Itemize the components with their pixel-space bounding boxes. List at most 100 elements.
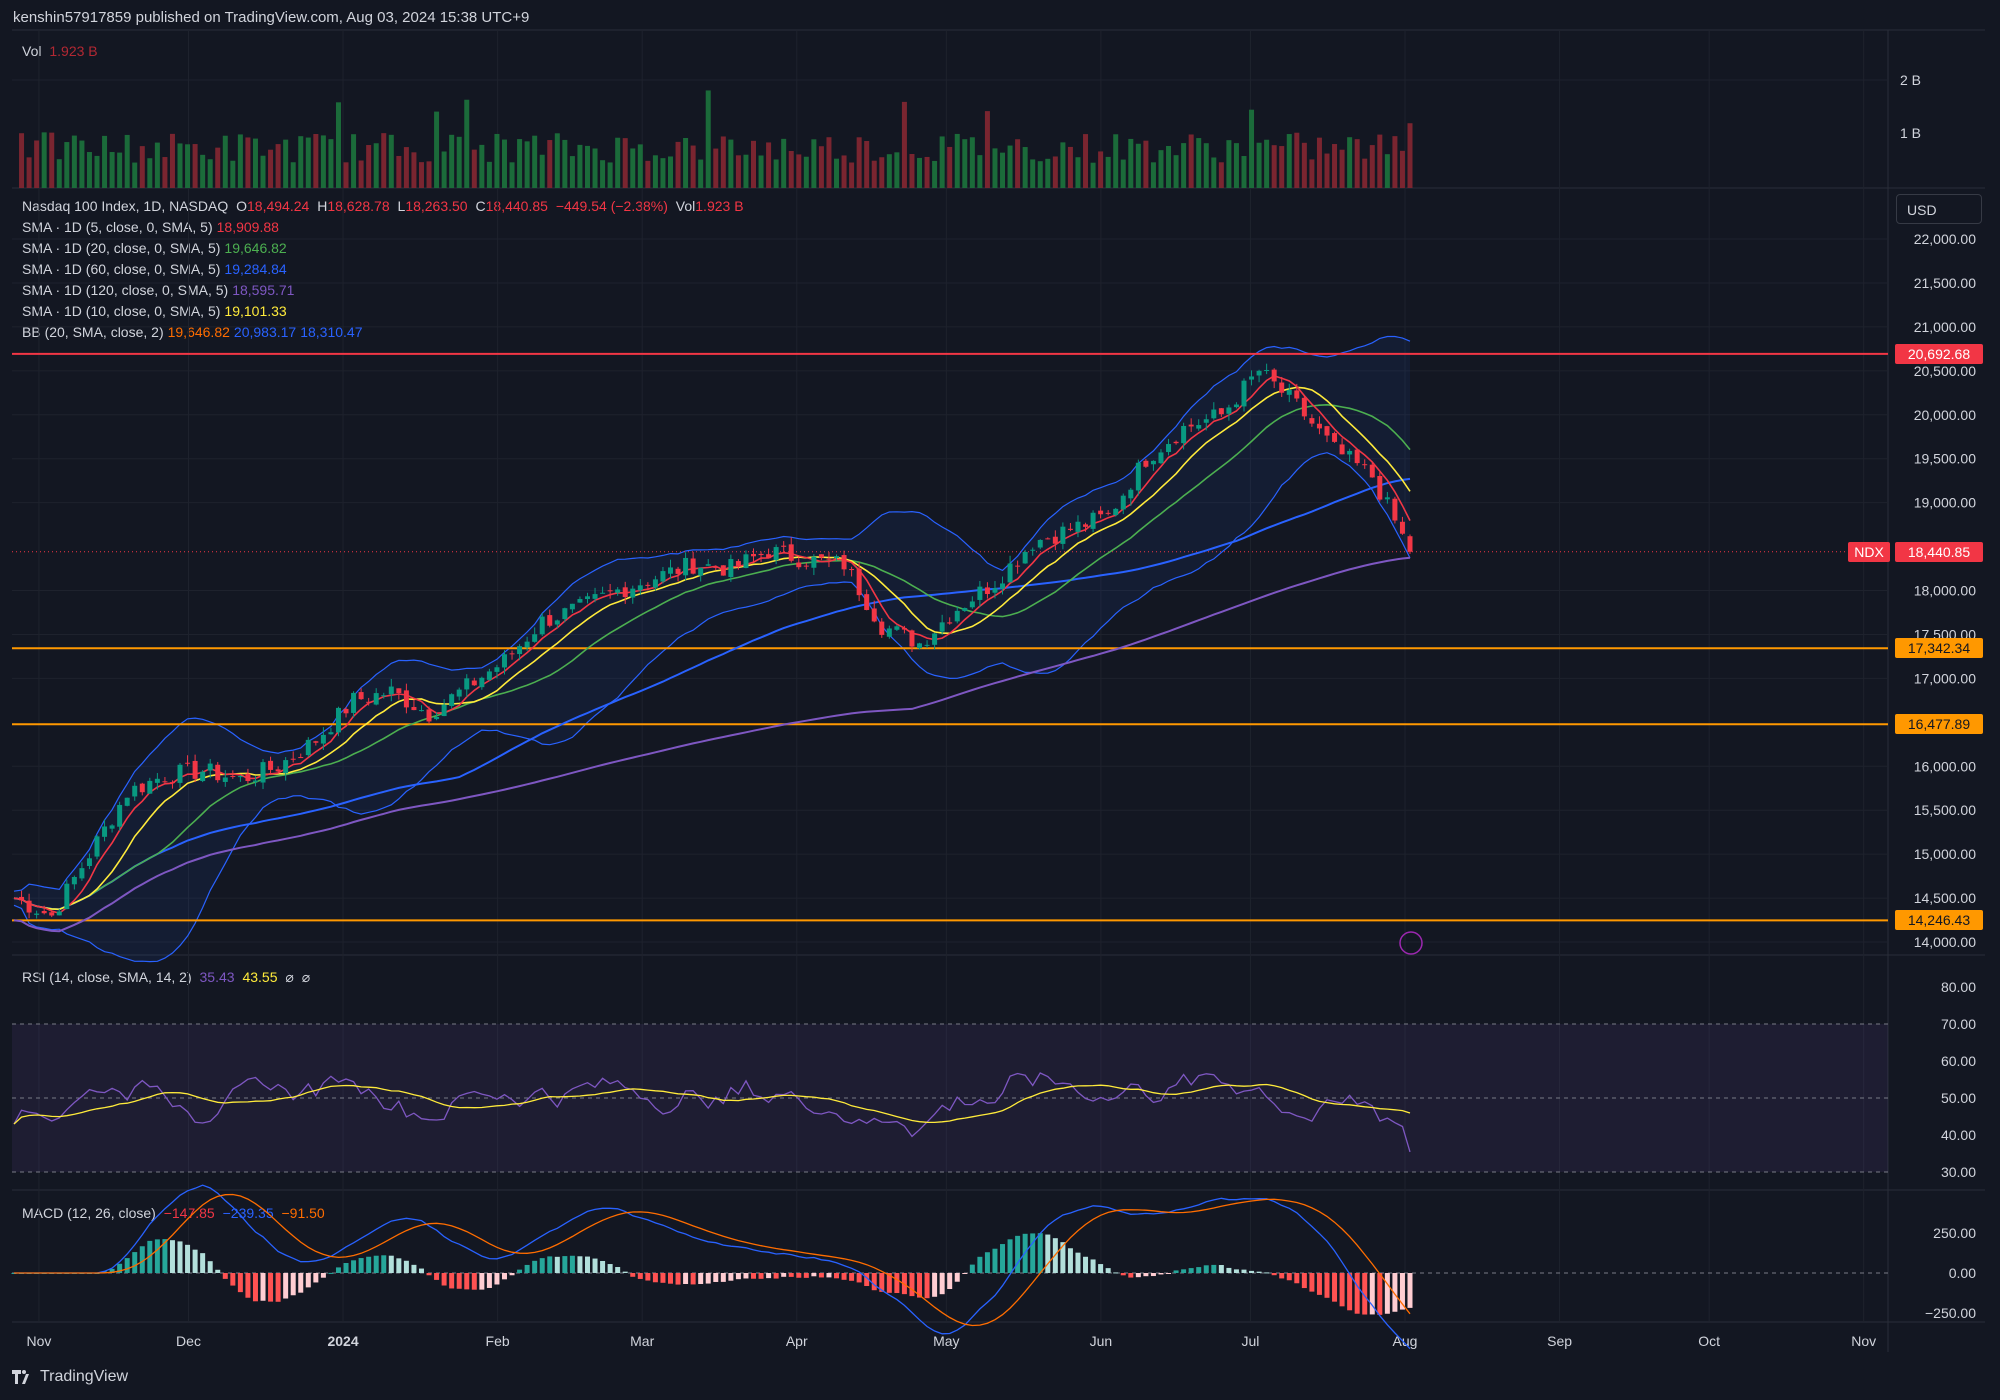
macd-histogram-bar xyxy=(373,1255,379,1273)
volume-bar xyxy=(1083,134,1089,188)
candle-body xyxy=(849,569,855,571)
sma10-row: SMA · 1D (10, close, 0, SMA, 5) 19,101.33 xyxy=(22,301,748,322)
volume-bar xyxy=(237,134,243,188)
macd-histogram-bar xyxy=(486,1273,492,1288)
candle-body xyxy=(924,644,930,646)
volume-bar xyxy=(524,141,530,188)
volume-bar xyxy=(1188,134,1194,188)
macd-histogram-bar xyxy=(1128,1273,1134,1278)
macd-histogram-bar xyxy=(162,1239,168,1273)
volume-bar xyxy=(1286,134,1292,188)
macd-histogram-bar xyxy=(735,1273,741,1280)
volume-bar xyxy=(185,144,191,188)
volume-bar xyxy=(86,152,92,188)
candle-body xyxy=(464,678,470,690)
candle-body xyxy=(592,594,598,599)
candle-body xyxy=(728,559,734,578)
candle-body xyxy=(1241,380,1247,407)
volume-bar xyxy=(335,102,341,188)
candle-body xyxy=(615,589,621,593)
candle-body xyxy=(811,556,817,568)
volume-bar xyxy=(426,161,432,188)
macd-histogram-bar xyxy=(494,1273,500,1285)
candle-body xyxy=(1369,464,1375,478)
price-axis-label: 17,000.00 xyxy=(1914,670,1976,686)
macd-histogram-bar xyxy=(841,1273,847,1280)
volume-bar xyxy=(856,137,862,188)
macd-hist-value: −147.85 xyxy=(163,1205,215,1221)
macd-label: MACD (12, 26, close) xyxy=(22,1205,156,1221)
macd-histogram-bar xyxy=(1067,1248,1073,1273)
volume-bar xyxy=(290,162,296,188)
candle-body xyxy=(358,692,364,700)
volume-bar xyxy=(562,139,568,188)
candle-body xyxy=(102,826,108,837)
macd-histogram-bar xyxy=(268,1273,274,1302)
candle-body xyxy=(600,592,606,594)
volume-bar xyxy=(720,136,726,188)
macd-histogram-bar xyxy=(441,1273,447,1286)
macd-histogram-bar xyxy=(886,1273,892,1293)
volume-bar xyxy=(388,134,394,188)
candle-body xyxy=(260,762,266,783)
macd-histogram-bar xyxy=(864,1273,870,1287)
volume-bar xyxy=(117,152,123,188)
candle-body xyxy=(1399,521,1405,534)
macd-histogram-bar xyxy=(169,1240,175,1273)
candle-body xyxy=(34,913,40,915)
rsi-na-1: ⌀ xyxy=(285,969,294,985)
volume-bar xyxy=(803,156,809,188)
time-axis-label: May xyxy=(933,1333,959,1349)
candle-body xyxy=(381,695,387,697)
currency-button[interactable]: USD xyxy=(1896,194,1982,224)
macd-histogram-bar xyxy=(1203,1265,1209,1273)
volume-bar xyxy=(1271,145,1277,188)
candle-body xyxy=(86,858,92,867)
last-price-tag: 18,440.85 xyxy=(1895,541,1983,562)
open-value: 18,494.24 xyxy=(247,198,310,214)
macd-histogram-bar xyxy=(1075,1252,1081,1273)
candle-body xyxy=(117,804,123,827)
macd-histogram-bar xyxy=(939,1273,945,1295)
volume-bar xyxy=(901,101,907,188)
volume-bar xyxy=(320,135,326,188)
macd-histogram-bar xyxy=(569,1255,575,1273)
bollinger-upper-line xyxy=(13,335,1411,892)
macd-histogram-bar xyxy=(1354,1273,1360,1314)
volume-bar xyxy=(584,145,590,188)
macd-signal-value: −91.50 xyxy=(281,1205,325,1221)
candle-body xyxy=(984,587,990,595)
macd-histogram-bar xyxy=(305,1273,311,1288)
macd-histogram-bar xyxy=(86,1273,92,1274)
candle-body xyxy=(1279,382,1285,393)
sma5-row: SMA · 1D (5, close, 0, SMA, 5) 18,909.88 xyxy=(22,217,748,238)
volume-bar xyxy=(517,139,523,188)
volume-bar xyxy=(471,149,477,188)
sma60-line xyxy=(13,477,1411,911)
volume-bar xyxy=(1241,156,1247,188)
candle-body xyxy=(185,762,191,764)
macd-histogram-bar xyxy=(366,1256,372,1273)
volume-bar xyxy=(464,99,470,188)
macd-histogram-bar xyxy=(781,1273,787,1277)
volume-bar xyxy=(1000,152,1006,188)
candle-body xyxy=(554,620,560,625)
macd-histogram-bar xyxy=(577,1256,583,1273)
volume-bar xyxy=(147,158,153,188)
volume-bar xyxy=(1354,139,1360,188)
candle-body xyxy=(109,825,115,829)
volume-bar xyxy=(675,141,681,188)
candle-body xyxy=(1143,460,1149,467)
volume-bar xyxy=(569,156,575,188)
volume-bar xyxy=(917,157,923,188)
macd-histogram-bar xyxy=(434,1273,440,1280)
rsi-band-fill xyxy=(12,1024,1888,1172)
candle-body xyxy=(192,760,198,779)
macd-histogram-bar xyxy=(501,1273,507,1280)
macd-histogram-bar xyxy=(1030,1233,1036,1273)
candle-body xyxy=(1196,425,1202,429)
volume-bar xyxy=(766,142,772,188)
volume-bar xyxy=(849,162,855,188)
volume-bar xyxy=(1249,109,1255,188)
candle-body xyxy=(1135,462,1141,491)
